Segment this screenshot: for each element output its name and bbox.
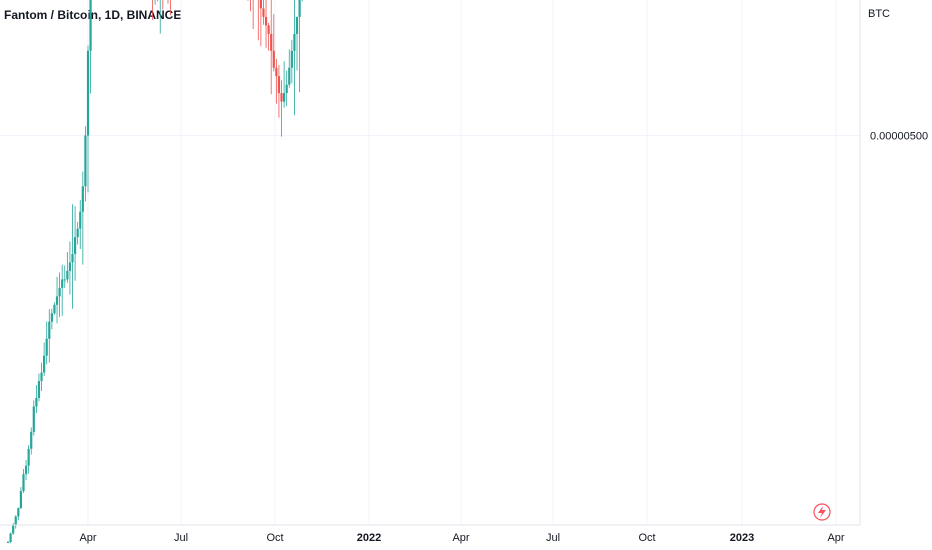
candle-body [81,186,84,212]
x-tick-label: Oct [266,532,283,544]
candle-body [9,533,12,542]
candle-body [22,474,25,492]
y-tick-label: 0.00000500 [870,130,928,142]
price-axis: BTC0.000005000.000010000.000015000.00002… [859,0,932,550]
x-tick-label: Jul [546,532,560,544]
candle-body [73,237,77,255]
candle-body [12,525,15,534]
candle-body [275,67,278,77]
candle-body [53,304,56,314]
candle-body [48,321,51,339]
candle-body [89,0,92,51]
x-tick-label: Apr [827,532,844,544]
x-tick-label: 2022 [357,532,381,544]
candle-body [76,228,79,238]
candle-body [270,33,273,51]
lightning-glyph [818,506,826,518]
candle-body [24,465,28,475]
candle-body [43,355,46,373]
event-marker [813,503,831,521]
candle-body [262,8,265,17]
candle-body [61,279,64,288]
candle-body [40,372,43,382]
candle-body [293,33,296,51]
candle-body [285,84,288,94]
price-axis-bg [860,0,932,550]
candle-body [290,50,293,68]
candle-body [267,25,270,34]
candle-body [35,397,38,407]
candle-body [298,0,301,17]
candles [6,0,303,544]
candle-body [63,279,66,281]
candle-body [17,508,20,517]
candle-body [14,516,17,525]
candle-body [283,93,286,102]
candle-body [84,135,87,187]
candle-body [277,76,281,94]
x-tick-label: Jul [174,532,188,544]
candle-body [71,254,74,263]
candle-body [58,287,61,297]
candle-body [19,491,23,509]
candle-body [45,338,48,356]
chart-grid [0,0,860,525]
x-tick-label: Apr [79,532,96,544]
candle-body [68,262,72,271]
axis-unit-label: BTC [868,8,890,20]
candle-body [6,541,10,543]
x-tick-label: Oct [638,532,655,544]
candle-body [86,50,90,136]
candle-body [272,50,275,68]
candle-body [27,448,30,466]
candle-body [295,16,299,34]
candle-body [264,16,268,26]
candle-body [30,431,33,449]
candle-body [259,0,262,9]
candle-body [50,313,53,322]
candle-body [32,406,35,432]
candle-body [79,211,82,229]
x-tick-label: 2023 [730,532,754,544]
time-axis: Apr Jul Oct 2022 Apr Jul Oct 2023 Apr [0,524,860,544]
x-tick-label: Apr [452,532,469,544]
candle-body [37,381,41,398]
candle-body [55,296,59,305]
candle-body [66,270,69,280]
chart-title: Fantom / Bitcoin, 1D, BINANCE [4,8,182,22]
candle-body [280,93,283,102]
candle-body [288,67,291,85]
